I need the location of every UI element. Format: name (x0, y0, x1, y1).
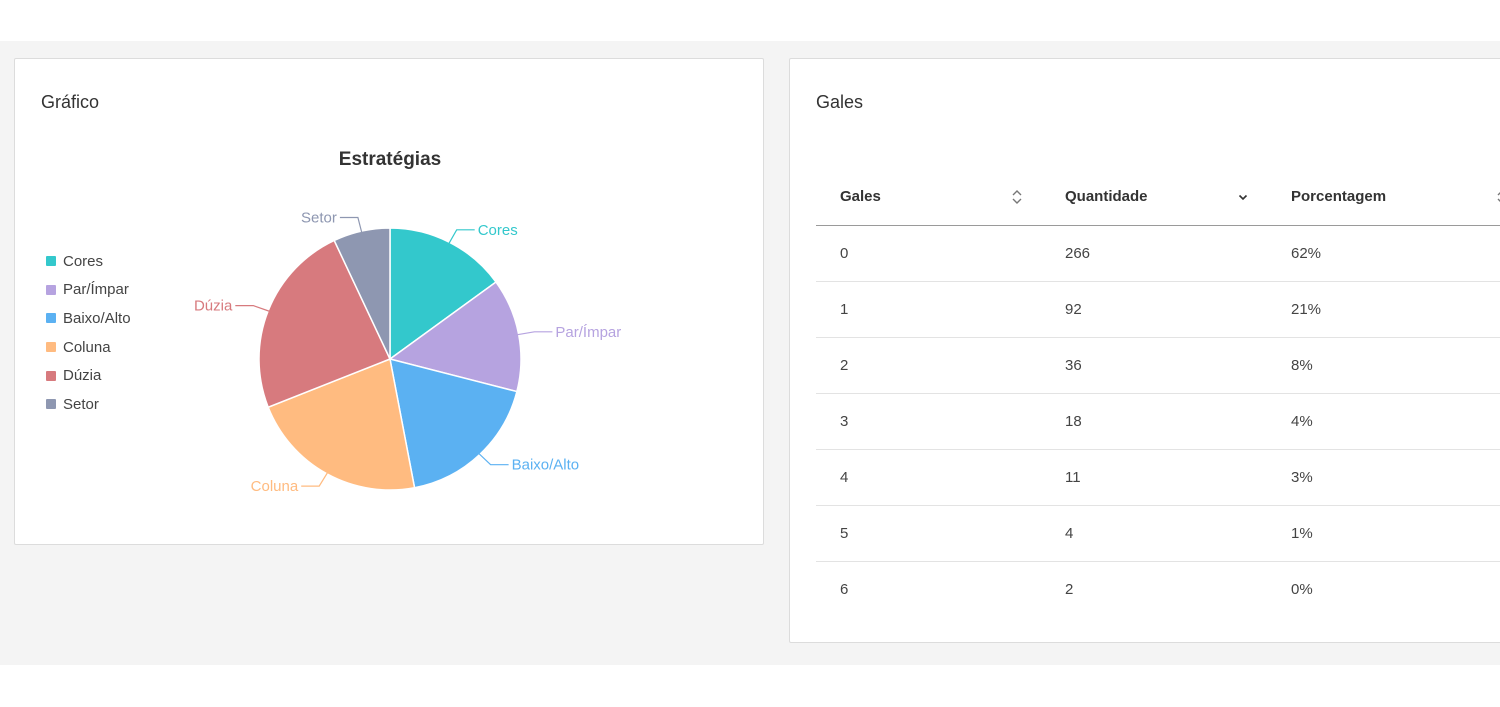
table-header-row: Gales Quantidade (816, 169, 1500, 226)
cell-porcentagem: 62% (1267, 225, 1500, 282)
cell-gales: 1 (816, 281, 1041, 338)
legend-item-baixo-alto[interactable]: Baixo/Alto (46, 304, 131, 333)
sort-both-icon[interactable] (1011, 188, 1023, 206)
cell-porcentagem: 21% (1267, 281, 1500, 338)
pie-label-duzia: Dúzia (194, 298, 233, 315)
cell-porcentagem: 3% (1267, 449, 1500, 506)
table-row: 4 11 3% (816, 449, 1500, 506)
legend-swatch (46, 399, 56, 410)
cell-quantidade: 36 (1041, 337, 1267, 394)
chart-title: Estratégias (339, 149, 441, 170)
legend-item-setor[interactable]: Setor (46, 390, 131, 419)
sort-desc-icon[interactable] (1237, 188, 1249, 206)
pie-label-par-impar: Par/Ímpar (555, 324, 621, 341)
table-row: 1 92 21% (816, 281, 1500, 338)
cell-quantidade: 266 (1041, 225, 1267, 282)
cell-porcentagem: 1% (1267, 505, 1500, 562)
column-header-porcentagem[interactable]: Porcentagem (1267, 169, 1500, 226)
cell-quantidade: 92 (1041, 281, 1267, 338)
legend-label: Baixo/Alto (63, 309, 131, 327)
legend-swatch (46, 370, 56, 381)
legend-swatch (46, 284, 56, 295)
cell-porcentagem: 8% (1267, 337, 1500, 394)
column-header-label: Gales (840, 188, 881, 206)
pie-label-connector (235, 305, 271, 313)
legend-swatch (46, 313, 56, 324)
pie-label-setor: Setor (301, 210, 337, 227)
cell-gales: 6 (840, 580, 849, 598)
table-row: 0 266 62% (816, 225, 1500, 282)
chart-card-title: Gráfico (41, 92, 100, 112)
cell-porcentagem: 4% (1267, 393, 1500, 450)
pie-label-connector (339, 216, 363, 234)
cell-gales: 0 (816, 225, 1041, 282)
legend-label: Dúzia (63, 367, 102, 385)
column-header-label: Quantidade (1065, 188, 1148, 206)
legend-swatch (46, 342, 56, 353)
legend-label: Par/Ímpar (63, 281, 129, 299)
table-row: 3 18 4% (816, 393, 1500, 450)
chart-legend: Cores Par/Ímpar Baixo/Alto Coluna Dúzia Setor (46, 247, 131, 419)
legend-item-duzia[interactable]: Dúzia (46, 361, 131, 390)
cell-gales: 2 (816, 337, 1041, 394)
cell-gales: 4 (816, 449, 1041, 506)
cell-quantidade: 18 (1041, 393, 1267, 450)
pie-label-connector (448, 229, 475, 245)
table-row: 6 2 0% (816, 561, 1500, 617)
cell-quantidade: 2 (1065, 580, 1074, 598)
cell-gales: 3 (816, 393, 1041, 450)
pie-label-baixo-alto: Baixo/Alto (512, 457, 580, 474)
cell-quantidade: 11 (1041, 449, 1267, 506)
column-header-label: Porcentagem (1291, 188, 1387, 206)
legend-item-cores[interactable]: Cores (46, 247, 131, 276)
legend-swatch (46, 256, 56, 267)
legend-item-par-impar[interactable]: Par/Ímpar (46, 276, 131, 305)
pie-chart: Estratégias Cores Par/Ímpar Baixo/Alto Colun… (194, 149, 621, 495)
pie-label-connector (301, 471, 329, 487)
column-header-gales[interactable]: Gales (816, 169, 1041, 226)
legend-label: Cores (63, 252, 104, 270)
chart-card: Gráfico Estratégias Cores Par/Ímpar Baixo/A… (14, 58, 764, 545)
sort-both-icon[interactable] (1496, 188, 1500, 206)
legend-label: Setor (63, 395, 99, 413)
pie-label-coluna: Coluna (251, 478, 299, 495)
table-row: 5 4 1% (816, 505, 1500, 562)
pie-label-cores: Cores (478, 222, 518, 239)
pie-label-connector (516, 331, 553, 336)
table-row: 2 36 8% (816, 337, 1500, 394)
gales-card: Gales Gales Quantidade (789, 58, 1500, 643)
cell-gales: 5 (816, 505, 1041, 562)
gales-card-title: Gales (816, 92, 864, 112)
legend-label: Coluna (63, 338, 111, 356)
pie-label-connector (477, 452, 509, 466)
cell-porcentagem: 0% (1291, 580, 1313, 598)
column-header-quantidade[interactable]: Quantidade (1041, 169, 1267, 226)
gales-table: Gales Quantidade (816, 169, 1500, 617)
cell-quantidade: 4 (1041, 505, 1267, 562)
legend-item-coluna[interactable]: Coluna (46, 333, 131, 362)
